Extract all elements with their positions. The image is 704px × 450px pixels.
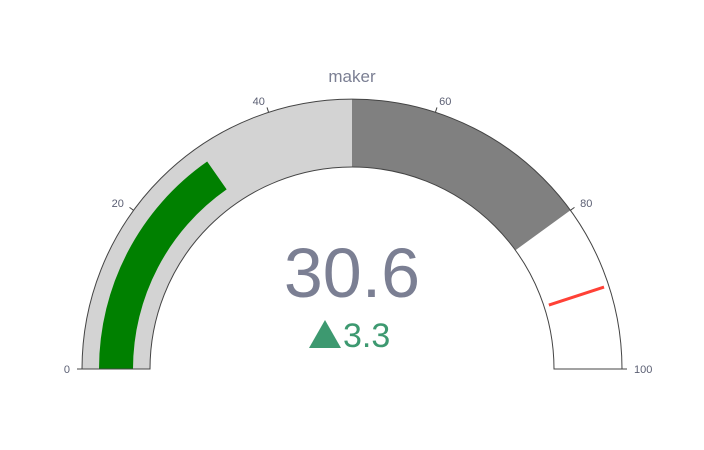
gauge-delta: 3.3 [309,317,390,355]
gauge-value-bar [99,161,227,369]
gauge-threshold-line [548,285,605,307]
gauge-ticks: 0 20 40 60 80 100 [64,96,652,376]
gauge-tick-60 [434,107,438,113]
delta-up-triangle-icon [309,320,341,348]
gauge-border [81,98,623,370]
gauge-tick-label-0: 0 [64,364,70,376]
gauge-tick-80 [570,206,575,211]
gauge-tick-label-80: 80 [580,198,592,210]
gauge-tick-label-40: 40 [253,96,265,108]
gauge-tick-label-20: 20 [112,198,124,210]
gauge-tick-label-100: 100 [634,364,652,376]
gauge-tick-20 [129,206,134,211]
gauge-tick-40 [266,107,270,113]
gauge-step-0 [82,99,352,369]
gauge-delta-value: 3.3 [343,317,390,355]
gauge-title: maker [328,67,376,86]
gauge-tick-label-60: 60 [439,96,451,108]
gauge-arcs [81,98,623,370]
gauge-value: 30.6 [284,234,420,312]
gauge-step-1 [352,99,571,251]
